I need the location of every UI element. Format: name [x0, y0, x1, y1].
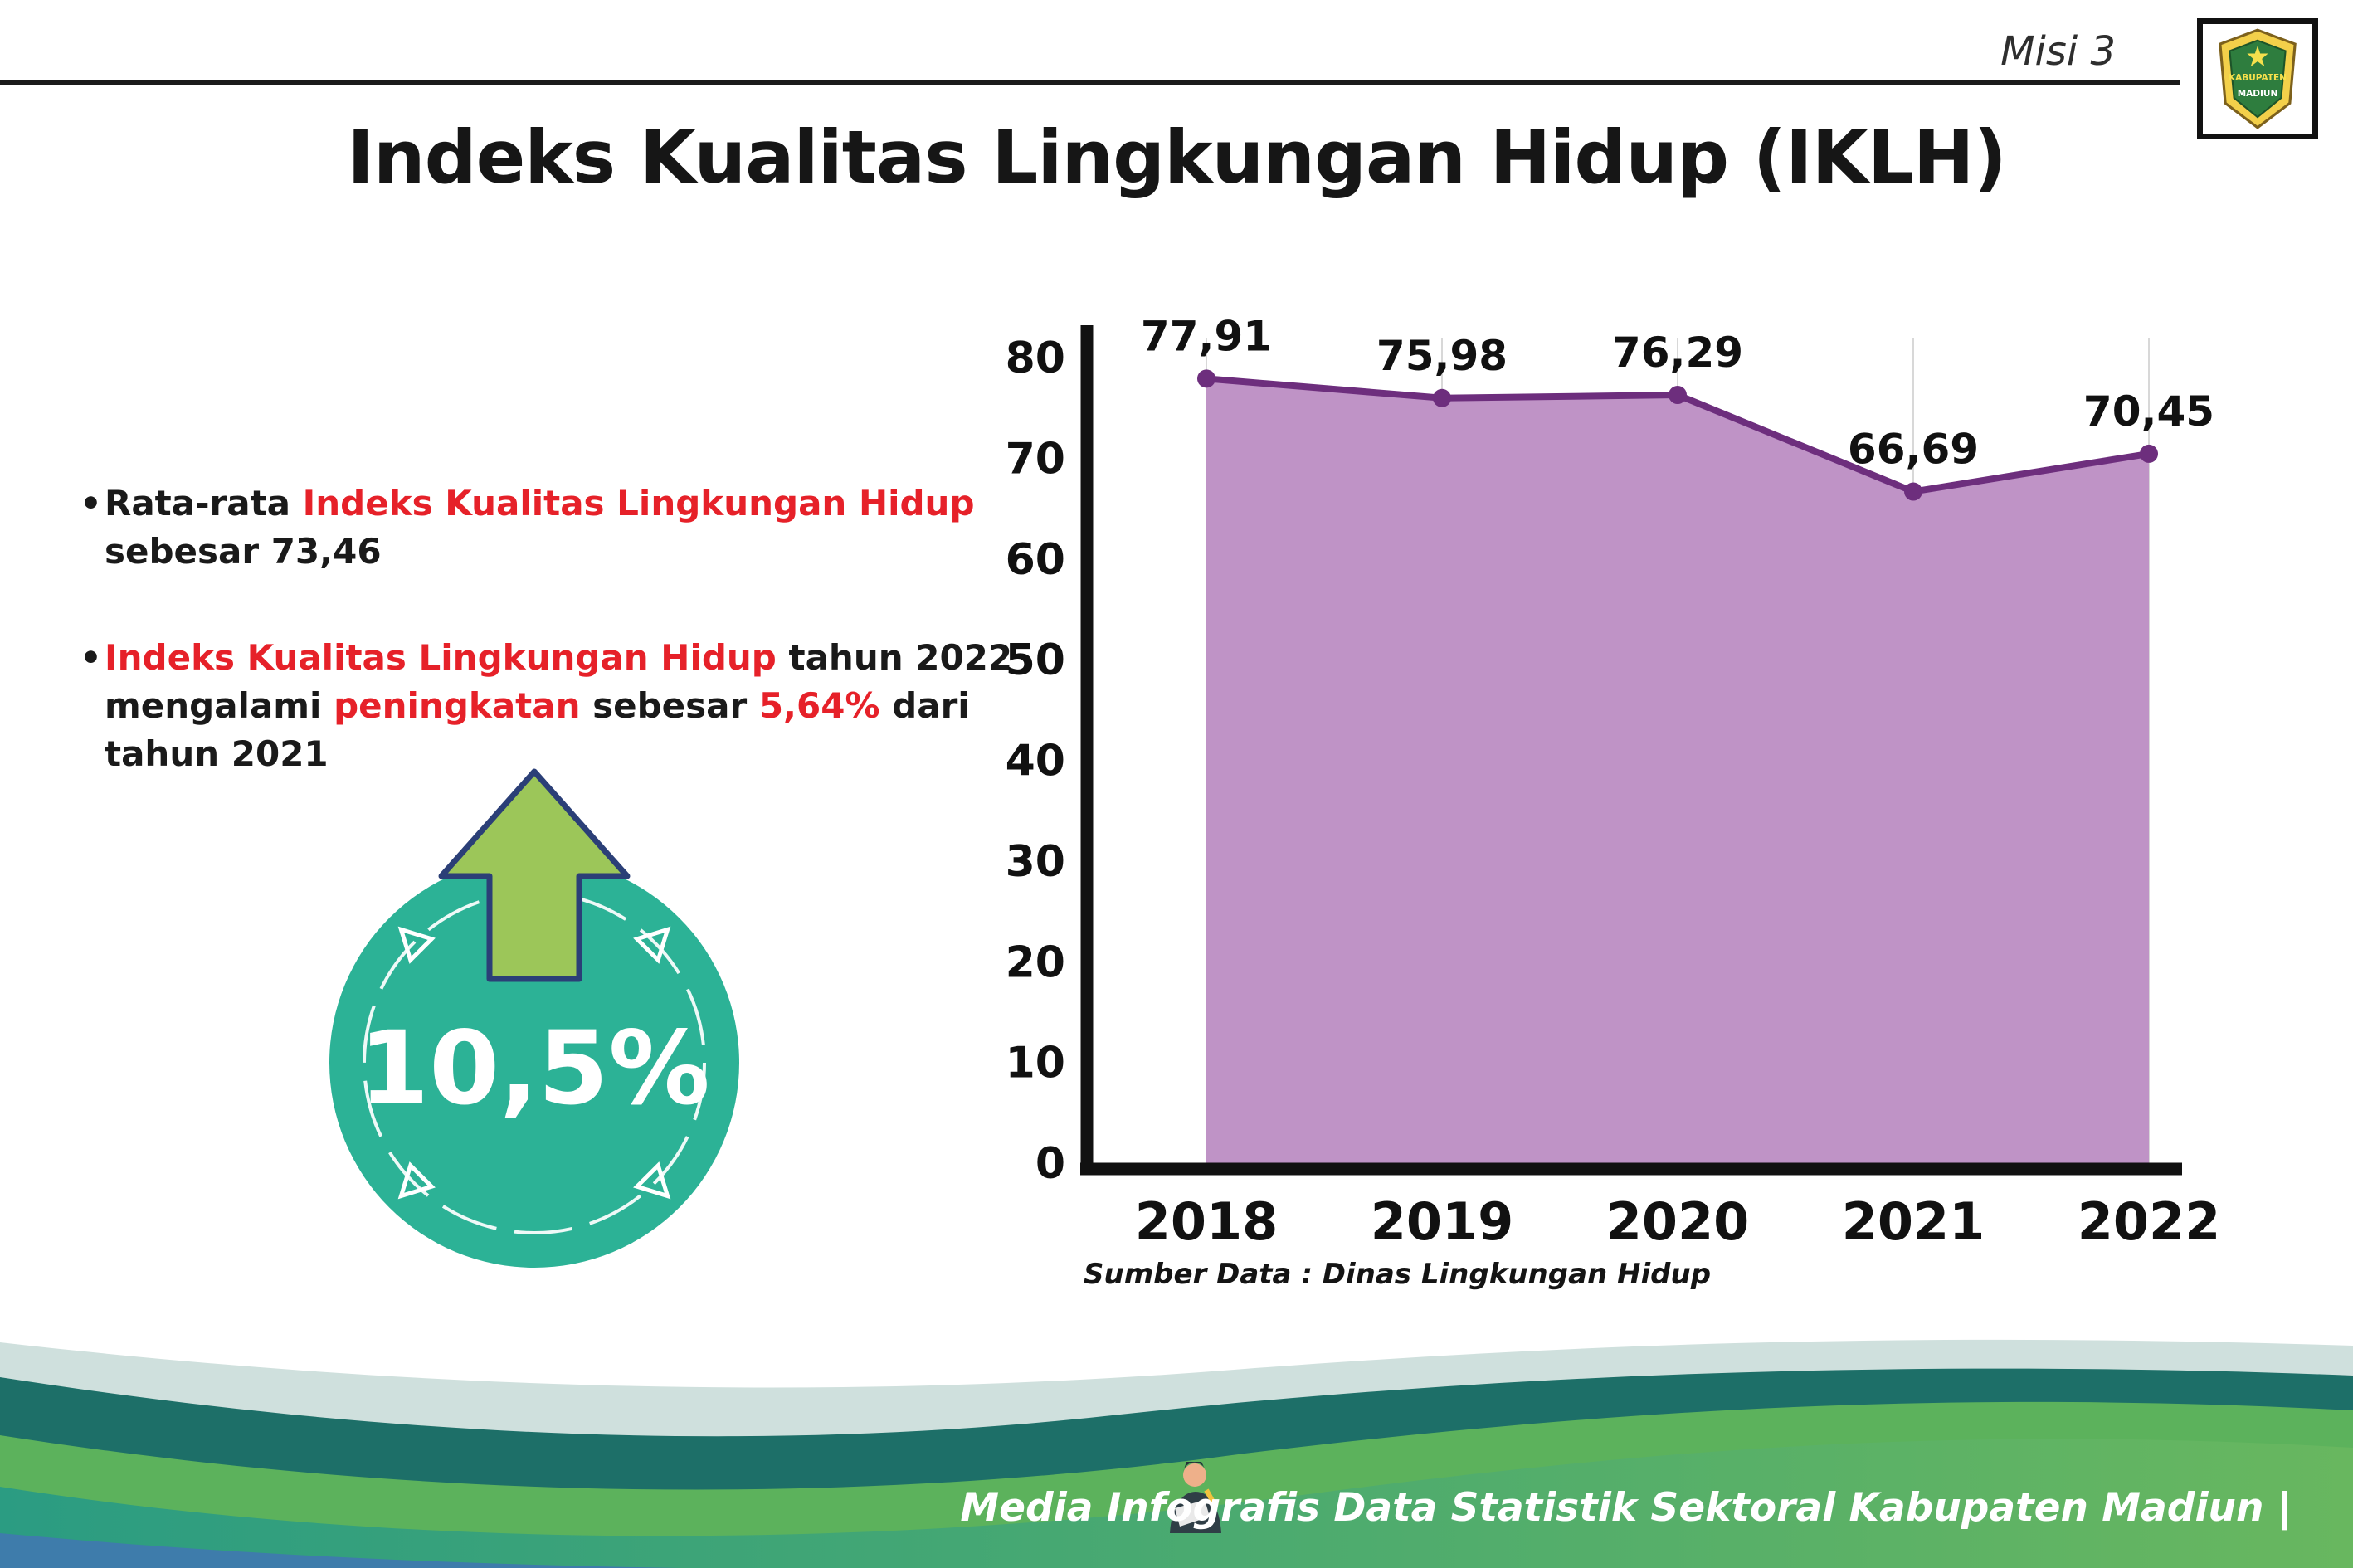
- ring-triangle-icon: [633, 1161, 671, 1200]
- data-point: [1669, 386, 1687, 405]
- x-category-label: 2018: [1135, 1191, 1279, 1252]
- bullet-line: mengalami peningkatan sebesar 5,64% dari: [105, 684, 970, 726]
- mascot-laptop: [1175, 1500, 1210, 1527]
- page-title: Indeks Kualitas Lingkungan Hidup (IKLH): [347, 114, 2007, 200]
- y-tick-label: 50: [1006, 635, 1065, 685]
- key-findings: • Rata-rata Indeks Kualitas Lingkungan H…: [80, 480, 1075, 778]
- footer-waves: [0, 1339, 2353, 1568]
- data-label: 70,45: [2083, 387, 2214, 436]
- x-category-label: 2021: [1842, 1191, 1985, 1252]
- data-source: Sumber Data : Dinas Lingkungan Hidup: [1084, 1258, 1712, 1291]
- bullet-line: Rata-rata Indeks Kualitas Lingkungan Hid…: [105, 483, 975, 523]
- wave-blue-corner: [0, 1533, 680, 1568]
- misi-label: Misi 3: [2000, 28, 2116, 75]
- data-label: 66,69: [1848, 426, 1979, 474]
- x-category-label: 2019: [1371, 1191, 1514, 1252]
- data-point: [1433, 388, 1451, 407]
- logo-top-text: KABUPATEN: [2229, 73, 2287, 83]
- logo-bottom-text: MADIUN: [2238, 89, 2278, 99]
- data-point: [1904, 482, 1922, 501]
- bullet-dot: •: [80, 483, 102, 523]
- bullet-increase-2022: • Indeks Kualitas Lingkungan Hidup tahun…: [80, 634, 1075, 778]
- ring-triangle-icon: [633, 926, 671, 964]
- increase-badge: 10,5%: [329, 768, 739, 1268]
- kabupaten-madiun-logo-icon: KABUPATEN MADIUN: [2219, 28, 2297, 129]
- data-point: [1197, 369, 1215, 388]
- mascot-pencil: [1204, 1488, 1217, 1507]
- bullet-line: sebesar 73,46: [105, 530, 382, 572]
- header-rule: [0, 80, 2180, 85]
- y-tick-label: 70: [1006, 434, 1065, 484]
- mascot-head: [1183, 1463, 1206, 1487]
- data-point: [2140, 444, 2158, 463]
- y-tick-label: 20: [1006, 937, 1065, 987]
- footer-credit: Media Infografis Data Statistik Sektoral…: [960, 1485, 2292, 1531]
- wave-main: [0, 1439, 2353, 1568]
- logo-box: KABUPATEN MADIUN: [2197, 18, 2318, 139]
- crest-star-icon: [2247, 46, 2268, 67]
- data-label: 76,29: [1612, 329, 1743, 377]
- y-tick-label: 10: [1006, 1039, 1065, 1088]
- up-arrow-icon: [438, 768, 631, 982]
- data-label: 75,98: [1376, 332, 1508, 380]
- badge-circle: [329, 858, 739, 1268]
- y-tick-label: 80: [1006, 334, 1065, 383]
- y-tick-label: 40: [1006, 737, 1065, 786]
- y-tick-label: 0: [1035, 1139, 1065, 1189]
- increase-percentage: 10,5%: [358, 1010, 709, 1127]
- y-tick-label: 60: [1006, 535, 1065, 585]
- y-tick-label: 30: [1006, 837, 1065, 887]
- ring-triangle-icon: [397, 926, 436, 964]
- bullet-line: tahun 2021: [105, 733, 329, 774]
- area-fill: [1206, 378, 2149, 1163]
- crest-shield-inner: [2229, 39, 2287, 119]
- iklh-area-chart: 0 10 20 30 40 50 60 70 80 2018 2019 2020 2021 2022 77,…: [1006, 312, 2221, 1252]
- x-category-label: 2020: [1606, 1191, 1750, 1252]
- data-label: 77,91: [1141, 312, 1272, 360]
- bullet-average-iklh: • Rata-rata Indeks Kualitas Lingkungan H…: [80, 480, 1075, 576]
- ring-triangle-icon: [397, 1161, 436, 1200]
- writer-mascot-icon: [1170, 1462, 1221, 1533]
- bullet-dot: •: [80, 636, 102, 678]
- x-category-label: 2022: [2078, 1191, 2221, 1252]
- bullet-line: Indeks Kualitas Lingkungan Hidup tahun 2…: [105, 636, 1013, 678]
